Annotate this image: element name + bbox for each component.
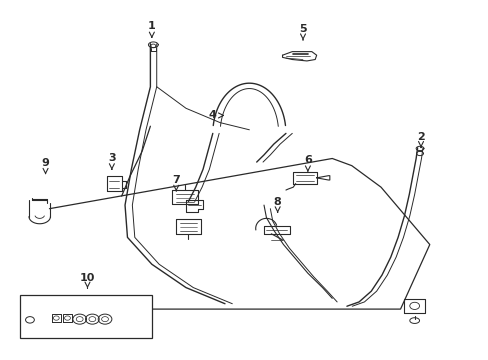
Circle shape: [25, 317, 34, 323]
Text: 1: 1: [148, 21, 155, 37]
Text: 6: 6: [304, 155, 311, 171]
Text: 4: 4: [208, 111, 223, 121]
Text: 10: 10: [80, 273, 95, 288]
Bar: [20, 295, 152, 338]
Text: 2: 2: [416, 132, 424, 148]
Text: 8: 8: [273, 197, 281, 212]
Text: 7: 7: [172, 175, 180, 191]
Text: 9: 9: [41, 158, 49, 174]
Text: 3: 3: [108, 153, 116, 169]
Text: 5: 5: [299, 24, 306, 40]
